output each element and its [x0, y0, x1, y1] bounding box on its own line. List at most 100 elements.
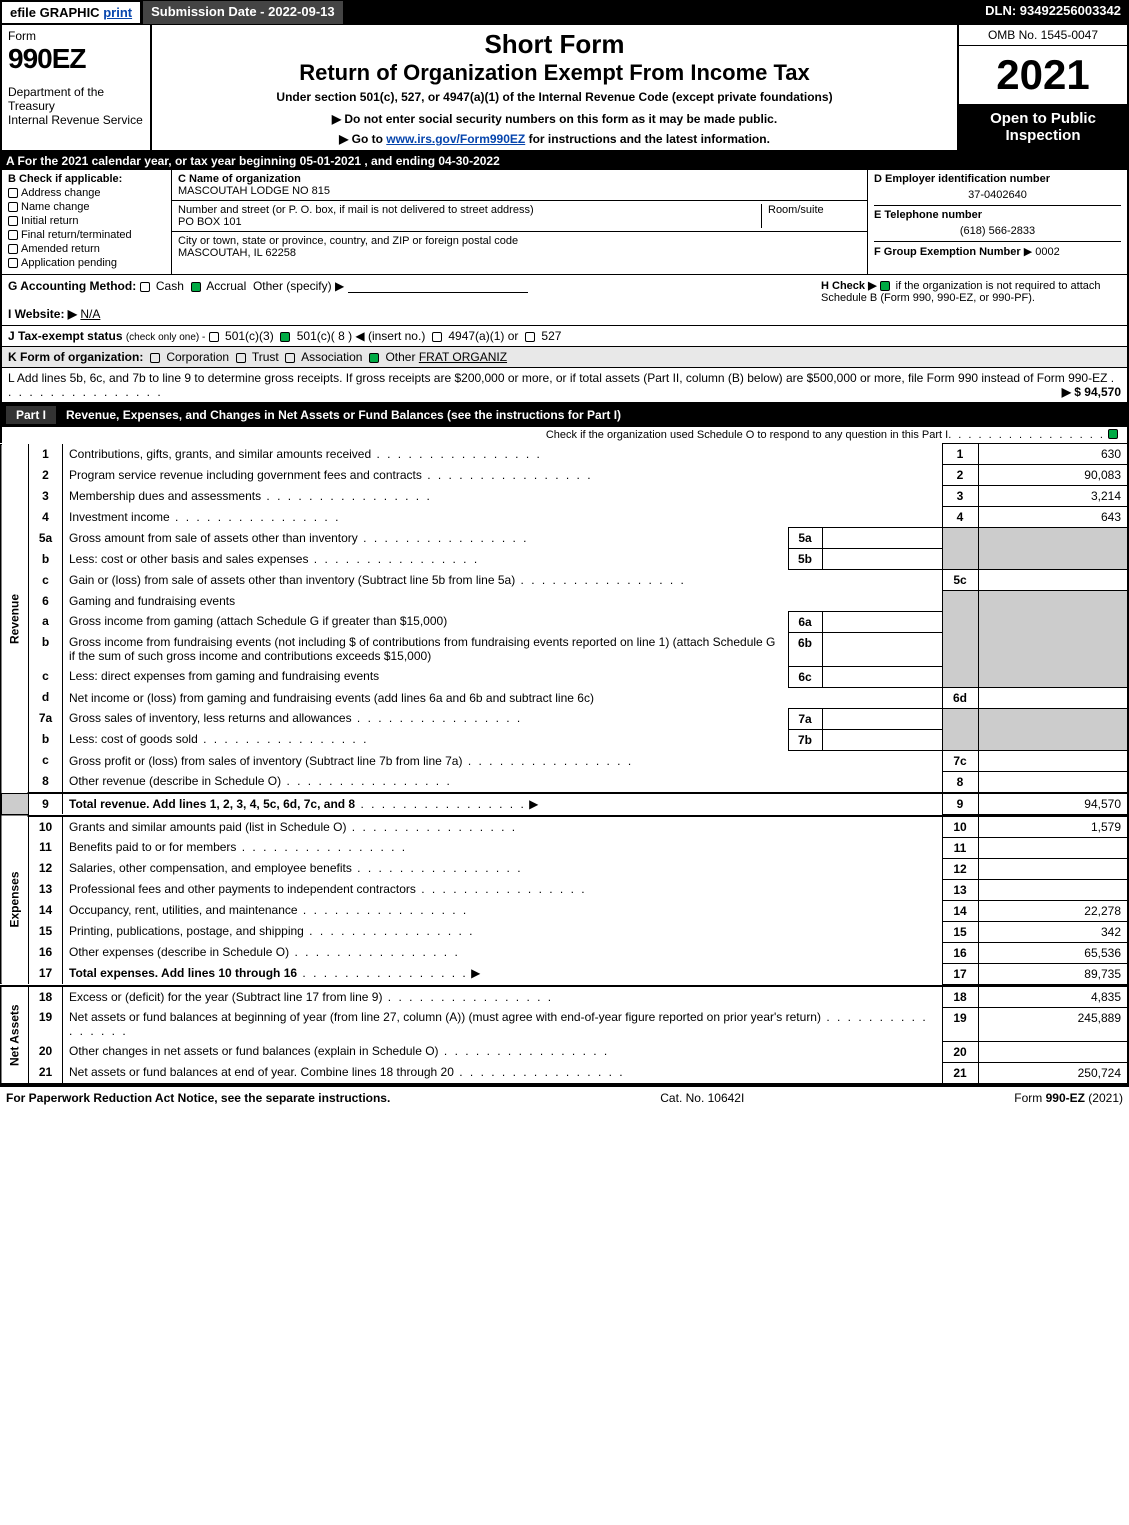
- chk-trust[interactable]: [236, 353, 246, 363]
- row-l: L Add lines 5b, 6c, and 7b to line 9 to …: [0, 368, 1129, 403]
- chk-other[interactable]: [369, 353, 379, 363]
- phone: (618) 566-2833: [874, 221, 1121, 241]
- tax-year: 2021: [959, 46, 1127, 104]
- ln-12-desc: Salaries, other compensation, and employ…: [69, 861, 352, 875]
- ln-6b-sn: 6b: [788, 632, 822, 666]
- ln-6a-sv: [822, 611, 942, 632]
- ln-7b-desc: Less: cost of goods sold: [69, 732, 198, 746]
- ln-17-no: 17: [29, 963, 63, 984]
- open-inspection: Open to Public Inspection: [959, 104, 1127, 150]
- other-specify-blank: [348, 281, 528, 293]
- ln-14-rn: 14: [942, 900, 978, 921]
- ln-7c-desc: Gross profit or (loss) from sales of inv…: [69, 754, 462, 768]
- ln-14-val: 22,278: [978, 900, 1128, 921]
- chk-4947[interactable]: [432, 332, 442, 342]
- header-right: OMB No. 1545-0047 2021 Open to Public In…: [957, 25, 1127, 150]
- l-text: L Add lines 5b, 6c, and 7b to line 9 to …: [8, 371, 1107, 385]
- website-value: N/A: [80, 307, 100, 321]
- ln-16-no: 16: [29, 942, 63, 963]
- row-gh: G Accounting Method: Cash Accrual Other …: [0, 275, 1129, 326]
- ln-4-rn: 4: [942, 507, 978, 528]
- chk-527[interactable]: [525, 332, 535, 342]
- box-b: B Check if applicable: Address change Na…: [2, 170, 172, 274]
- revenue-table: Revenue 1 Contributions, gifts, grants, …: [0, 443, 1129, 815]
- ln-7a-sn: 7a: [788, 708, 822, 729]
- i-label: I Website: ▶: [8, 307, 77, 321]
- irs-link[interactable]: www.irs.gov/Form990EZ: [386, 132, 525, 146]
- footer-left: For Paperwork Reduction Act Notice, see …: [6, 1091, 390, 1105]
- ln-2-rn: 2: [942, 465, 978, 486]
- row-h: H Check ▶ if the organization is not req…: [821, 279, 1121, 321]
- ln-15-no: 15: [29, 921, 63, 942]
- ln-5c-desc: Gain or (loss) from sale of assets other…: [69, 573, 515, 587]
- ln-6b-sv: [822, 632, 942, 666]
- ln-17-rn: 17: [942, 963, 978, 984]
- ln-10-rn: 10: [942, 816, 978, 838]
- short-form-title: Short Form: [162, 29, 947, 60]
- under-section: Under section 501(c), 527, or 4947(a)(1)…: [162, 90, 947, 104]
- ln-7b-sn: 7b: [788, 729, 822, 750]
- chk-h[interactable]: [880, 281, 890, 291]
- ln-7a-sv: [822, 708, 942, 729]
- ln-10-desc: Grants and similar amounts paid (list in…: [69, 820, 346, 834]
- ln-5a-no: 5a: [29, 528, 63, 549]
- chk-cash[interactable]: [140, 282, 150, 292]
- ln-8-val: [978, 771, 1128, 793]
- chk-schedule-o[interactable]: [1108, 429, 1118, 439]
- ln-18-no: 18: [29, 986, 63, 1008]
- ln-18-val: 4,835: [978, 986, 1128, 1008]
- print-link[interactable]: print: [103, 5, 132, 20]
- chk-amended[interactable]: Amended return: [8, 243, 165, 255]
- form-word: Form: [8, 29, 144, 43]
- part1-header: Part I Revenue, Expenses, and Changes in…: [0, 403, 1129, 427]
- chk-501c3[interactable]: [209, 332, 219, 342]
- ln-5a-desc: Gross amount from sale of assets other t…: [69, 531, 358, 545]
- ln-1-no: 1: [29, 444, 63, 465]
- chk-pending[interactable]: Application pending: [8, 257, 165, 269]
- ln-3-no: 3: [29, 486, 63, 507]
- ln-3-val: 3,214: [978, 486, 1128, 507]
- chk-address[interactable]: Address change: [8, 187, 165, 199]
- ln-6d-no: d: [29, 687, 63, 708]
- ln-13-rn: 13: [942, 879, 978, 900]
- chk-assoc[interactable]: [285, 353, 295, 363]
- part1-title: Revenue, Expenses, and Changes in Net As…: [66, 408, 621, 422]
- revenue-vlabel: Revenue: [1, 444, 29, 793]
- ln-15-desc: Printing, publications, postage, and shi…: [69, 924, 304, 938]
- ln-2-no: 2: [29, 465, 63, 486]
- chk-accrual[interactable]: [191, 282, 201, 292]
- header-left: Form 990EZ Department of the Treasury In…: [2, 25, 152, 150]
- ln-20-val: [978, 1041, 1128, 1062]
- ln-7c-no: c: [29, 750, 63, 771]
- page-footer: For Paperwork Reduction Act Notice, see …: [0, 1085, 1129, 1109]
- chk-final[interactable]: Final return/terminated: [8, 229, 165, 241]
- chk-name[interactable]: Name change: [8, 201, 165, 213]
- ln-2-desc: Program service revenue including govern…: [69, 468, 422, 482]
- chk-corp[interactable]: [150, 353, 160, 363]
- ln-9-rn: 9: [942, 793, 978, 815]
- f-label: F Group Exemption Number: [874, 246, 1021, 258]
- row-a-tax-year: A For the 2021 calendar year, or tax yea…: [0, 152, 1129, 170]
- h-label: H Check ▶: [821, 280, 877, 292]
- ln-6c-sn: 6c: [788, 666, 822, 687]
- section-bcd: B Check if applicable: Address change Na…: [0, 170, 1129, 275]
- c-city-row: City or town, state or province, country…: [172, 232, 867, 262]
- box-d: D Employer identification number 37-0402…: [867, 170, 1127, 274]
- ln-1-desc: Contributions, gifts, grants, and simila…: [69, 447, 371, 461]
- irs-label: Internal Revenue Service: [8, 113, 144, 127]
- ln-7ab-shade: [942, 708, 978, 750]
- chk-501c[interactable]: [280, 332, 290, 342]
- ln-16-desc: Other expenses (describe in Schedule O): [69, 945, 289, 959]
- chk-initial[interactable]: Initial return: [8, 215, 165, 227]
- expenses-table: Expenses 10 Grants and similar amounts p…: [0, 815, 1129, 985]
- ln-6d-rn: 6d: [942, 687, 978, 708]
- ln-20-desc: Other changes in net assets or fund bala…: [69, 1044, 439, 1058]
- ln-12-val: [978, 858, 1128, 879]
- street-value: PO BOX 101: [178, 216, 242, 228]
- expenses-vlabel: Expenses: [1, 816, 29, 985]
- ln-4-val: 643: [978, 507, 1128, 528]
- ln-6-shade: [942, 591, 978, 688]
- submission-date: Submission Date - 2022-09-13: [142, 0, 344, 25]
- ln-6a-sn: 6a: [788, 611, 822, 632]
- ln-6c-desc: Less: direct expenses from gaming and fu…: [69, 669, 379, 683]
